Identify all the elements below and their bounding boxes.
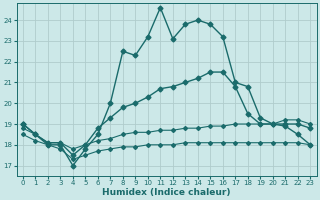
- X-axis label: Humidex (Indice chaleur): Humidex (Indice chaleur): [102, 188, 231, 197]
